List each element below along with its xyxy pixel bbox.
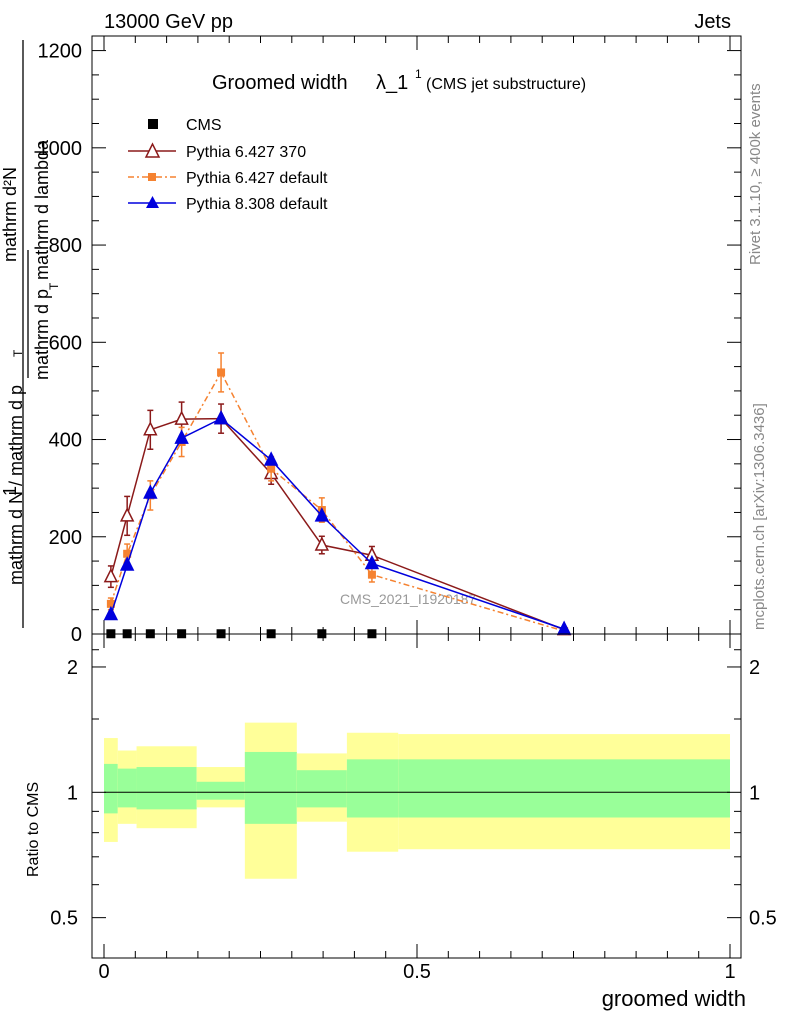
ratio-band-inner [104,763,118,814]
data-point-pythia-6-427-default [367,570,376,579]
legend-py6-370-label: Pythia 6.427 370 [186,144,306,161]
legend-py8-default-label: Pythia 8.308 default [186,196,328,213]
chart-title: Groomed width λ_1 1 (CMS jet substructur… [212,67,586,94]
ratio-y-axis-label: Ratio to CMS [25,782,42,877]
x-axis-label: groomed width [602,986,746,1011]
ylabel-left-denominator: mathrm d N / mathrm d p [6,385,26,585]
header-jets-label: Jets [694,11,731,33]
analysis-watermark: CMS_2021_I1920187 [340,591,476,607]
ratio-band-inner [196,781,245,800]
series-pythia-6-427-370 [103,401,572,636]
x-tick-label: 0.5 [403,961,431,983]
chart-subtitle: (CMS jet substructure) [426,76,586,93]
data-point-pythia-6-427-370 [103,567,119,583]
data-point-pythia-8-308-default [119,556,135,571]
data-point-pythia-8-308-default [143,484,158,499]
main-y-tick-label: 1200 [38,41,83,63]
x-tick-label: 0 [98,961,109,983]
main-y-tick-label: 800 [49,235,82,257]
legend: CMS Pythia 6.427 370 Pythia 6.427 defaul… [128,117,328,213]
main-y-tick-label: 600 [49,332,82,354]
title-symbol: λ_1 [376,72,408,94]
ratio-band-inner [244,751,297,824]
data-point-pythia-6-427-default [123,549,132,558]
main-data-series [103,352,572,639]
ratio-y-tick-label-right: 2 [749,657,760,679]
ylabel-left-sub-t: T [11,349,25,357]
legend-py6-370-marker [144,142,161,158]
data-point-pythia-6-427-default [267,464,276,473]
ratio-x-axis: 0 0.5 1 [98,634,736,983]
ratio-band-inner [117,768,137,808]
series-line-pythia-6-427-default [110,370,565,632]
main-y-tick-label: 1000 [38,138,83,160]
legend-py6-default-marker [148,173,156,181]
ratio-y-tick-label: 1 [67,782,78,804]
data-point-pythia-6-427-default [217,368,226,377]
main-y-axis: 0 200 400 600 800 1000 1200 [38,41,741,646]
legend-py6-default-label: Pythia 6.427 default [186,170,328,187]
legend-py8-default-marker [146,196,159,208]
data-point-pythia-8-308-default [364,554,380,570]
title-superscript: 1 [415,67,422,81]
ylabel-right-sub-t: T [47,282,61,290]
title-text: Groomed width [212,72,348,94]
series-line-pythia-6-427-370 [110,417,565,631]
series-line-pythia-8-308-default [110,417,565,630]
data-point-pythia-6-427-default [106,599,115,608]
legend-cms-label: CMS [186,117,222,134]
ylabel-right-numerator: mathrm d²N [0,167,20,262]
ratio-band-inner [136,767,197,810]
data-point-pythia-6-427-370 [174,410,189,425]
main-y-tick-label: 400 [49,430,82,452]
data-point-pythia-6-427-370 [143,421,158,436]
data-point-pythia-8-308-default [174,429,189,444]
ratio-band-inner [296,770,347,808]
main-x-axis-ticks [103,36,731,634]
data-point-pythia-8-308-default [103,605,119,621]
ylabel-right-tail: mathrm d lambda [32,139,52,280]
rivet-version-label: Rivet 3.1.10, ≥ 400k events [747,83,764,265]
mcplots-credit-label: mcplots.cern.ch [arXiv:1306.3436] [751,403,768,630]
data-point-pythia-6-427-370 [314,536,330,551]
data-point-pythia-8-308-default [263,451,279,466]
main-y-tick-label: 0 [71,624,82,646]
ratio-y-tick-label-right: 1 [749,782,760,804]
main-y-tick-label: 200 [49,527,82,549]
data-point-pythia-6-427-370 [119,507,135,522]
header-energy-label: 13000 GeV pp [104,11,233,33]
data-point-pythia-8-308-default [213,409,229,425]
data-point-pythia-8-308-default [314,507,330,522]
ratio-band-inner [398,759,730,818]
ratio-y-axis: 0.5 0.5 1 1 2 2 [50,649,777,930]
x-tick-label: 1 [724,961,735,983]
series-pythia-6-427-default [106,352,569,636]
ratio-band-inner [346,759,399,818]
ratio-y-tick-label: 2 [67,657,78,679]
series-pythia-8-308-default [103,409,572,635]
ylabel-right-denominator: mathrm d p [32,289,52,380]
ratio-bands [104,722,730,879]
main-y-axis-label: mathrm d N / mathrm d p T 1 mathrm d p T… [0,40,61,628]
ylabel-left-numerator: 1 [0,486,20,496]
ratio-y-tick-label: 0.5 [50,908,78,930]
ratio-y-tick-label-right: 0.5 [749,908,777,930]
legend-cms-marker [148,119,158,129]
